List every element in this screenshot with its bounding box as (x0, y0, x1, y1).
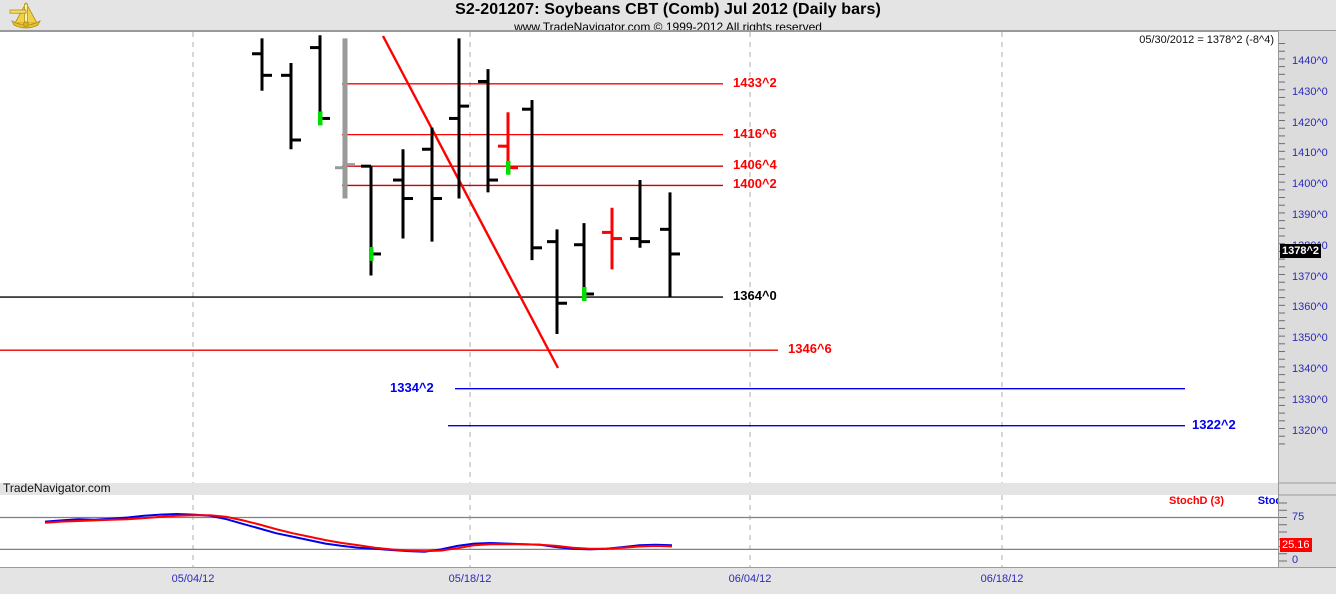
axis-ticks (1279, 43, 1336, 562)
price-level-label: 1322^2 (1192, 416, 1236, 432)
ohlc-bar (630, 180, 650, 248)
price-axis-tick-label: 1390^0 (1292, 209, 1328, 221)
last-quote-label: 05/30/2012 = 1378^2 (-8^4) (1139, 34, 1274, 46)
price-chart-panel[interactable] (0, 31, 1278, 483)
date-axis-tick-label: 06/04/12 (728, 573, 772, 585)
stoch-axis-tick-label: 75 (1292, 510, 1305, 523)
price-level-label: 1346^6 (788, 341, 832, 357)
price-axis-tick-label: 1360^0 (1292, 301, 1328, 314)
price-axis[interactable]: 1440^01430^01420^01410^01400^01390^01380… (1278, 31, 1336, 567)
price-axis-tick-label: 1350^0 (1292, 332, 1328, 345)
page-title: S2-201207: Soybeans CBT (Comb) Jul 2012 … (455, 1, 881, 18)
ohlc-bar (310, 35, 330, 126)
ohlc-bar (393, 149, 413, 239)
ohlc-bar (478, 69, 498, 193)
stoch-axis-tick-label: 0 (1292, 554, 1299, 566)
sextant-logo-icon (4, 1, 48, 29)
stochastic-line (44, 514, 673, 553)
stoch-current-value-marker: 25.16 (1280, 538, 1312, 553)
ohlc-bar (574, 223, 594, 301)
date-axis-tick-label: 06/18/12 (980, 573, 1024, 585)
price-axis-tick-label: 1340^0 (1292, 363, 1328, 375)
stochastic-line (44, 512, 673, 553)
price-axis-tick-label: 1410^0 (1292, 147, 1328, 160)
ohlc-bar (449, 38, 469, 199)
ohlc-bar (522, 99, 542, 261)
stochastic-canvas (0, 495, 1278, 567)
price-axis-tick-label: 1430^0 (1292, 85, 1328, 98)
ohlc-bar (422, 127, 442, 242)
price-axis-tick-label: 1330^0 (1292, 393, 1328, 406)
price-axis-tick-label: 1370^0 (1292, 270, 1328, 283)
watermark-label: TradeNavigator.com (3, 481, 111, 495)
ohlc-bar (252, 38, 272, 91)
price-level-label: 1334^2 (390, 379, 434, 395)
ohlc-bar (498, 112, 518, 175)
price-level-label: 1416^6 (733, 125, 777, 141)
date-axis (0, 567, 1336, 594)
ohlc-bar (547, 229, 567, 335)
legend-stoch-d: StochD (3) (1169, 495, 1224, 507)
price-chart-canvas (0, 32, 1185, 483)
price-axis-tick-label: 1400^0 (1292, 178, 1328, 191)
current-price-marker: 1378^2 (1280, 244, 1322, 259)
ohlc-bar (660, 192, 680, 298)
date-axis-tick-label: 05/04/12 (171, 573, 215, 585)
ohlc-bar (602, 207, 622, 270)
price-level-label: 1400^2 (733, 176, 777, 192)
ohlc-bar (281, 63, 301, 150)
price-axis-tick-label: 1440^0 (1292, 55, 1328, 67)
price-axis-tick-label: 1320^0 (1292, 424, 1328, 437)
header-divider (0, 30, 1336, 31)
price-level-label: 1364^0 (733, 288, 777, 304)
panel-separator (0, 483, 1278, 495)
date-axis-tick-label: 05/18/12 (448, 573, 492, 585)
price-level-label: 1433^2 (733, 74, 777, 90)
stochastic-panel[interactable] (0, 495, 1278, 567)
ohlc-bar (361, 164, 381, 276)
ohlc-bar (335, 38, 355, 199)
chart-header: S2-201207: Soybeans CBT (Comb) Jul 2012 … (0, 0, 1336, 34)
price-axis-tick-label: 1420^0 (1292, 116, 1328, 129)
price-level-label: 1406^4 (733, 157, 777, 173)
